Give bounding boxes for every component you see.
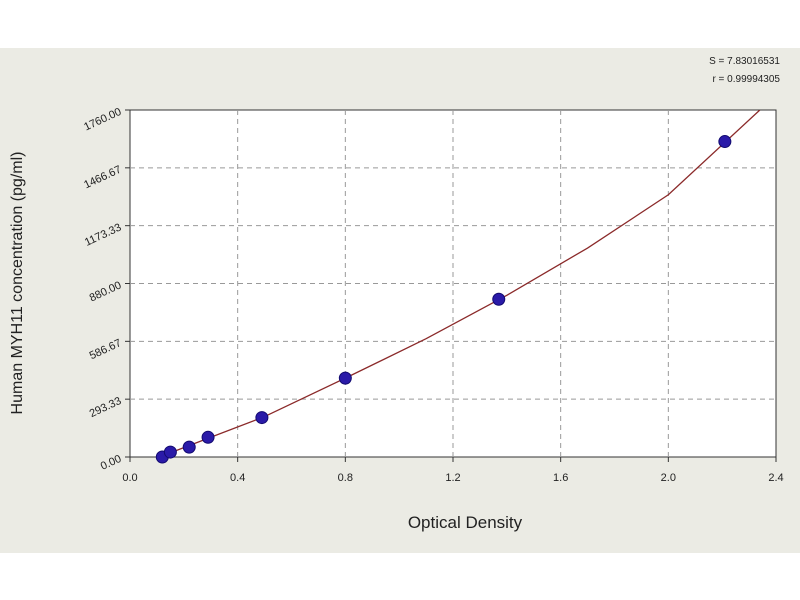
- x-tick-label: 2.4: [768, 472, 783, 484]
- x-tick-label: 0.4: [230, 472, 245, 484]
- point: [163, 445, 177, 459]
- point: [182, 440, 196, 454]
- point: [255, 411, 269, 425]
- point: [492, 292, 506, 306]
- point: [718, 135, 732, 149]
- x-axis-label: Optical Density: [408, 513, 523, 532]
- annotation: r = 0.99994305: [712, 74, 780, 85]
- x-tick-label: 2.0: [661, 472, 676, 484]
- x-tick-label: 1.6: [553, 472, 568, 484]
- y-axis-label: Human MYH11 concentration (pg/ml): [9, 152, 26, 415]
- point: [338, 371, 352, 385]
- x-tick-label: 0.0: [122, 472, 137, 484]
- x-tick-label: 1.2: [445, 472, 460, 484]
- fit-curve: [157, 110, 761, 457]
- x-tick-label: 0.8: [338, 472, 353, 484]
- annotation: S = 7.83016531: [709, 56, 780, 67]
- point: [201, 430, 215, 444]
